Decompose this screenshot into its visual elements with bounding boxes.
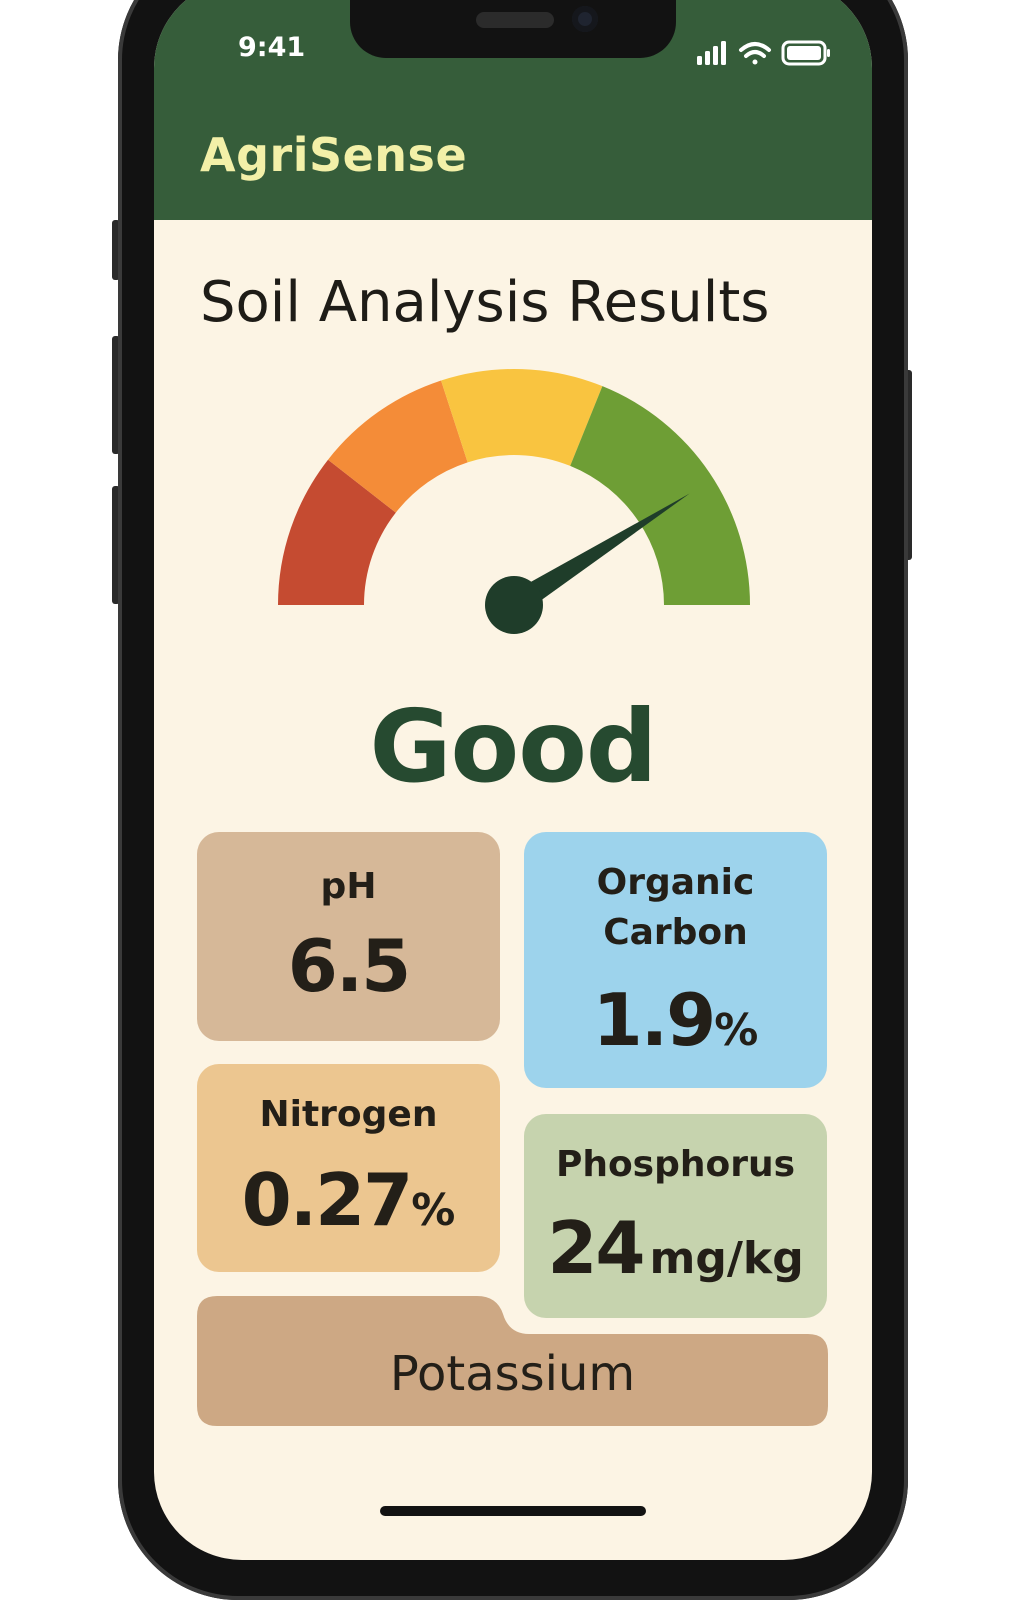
soil-quality-gauge <box>278 369 750 634</box>
phosphorus-unit: mg/kg <box>649 1233 804 1284</box>
status-time: 9:41 <box>238 32 306 63</box>
organic-carbon-label-line1: Organic <box>596 862 755 903</box>
camera-notch <box>350 0 676 58</box>
nitrogen-value: 0.27 <box>241 1158 414 1242</box>
nitrogen-label: Nitrogen <box>259 1094 438 1135</box>
ph-label: pH <box>320 866 377 907</box>
soil-rating: Good <box>369 688 657 805</box>
phosphorus-value-row: 24 mg/kg <box>524 1206 827 1290</box>
volume-down-button[interactable] <box>112 486 120 604</box>
gauge-needle-hub <box>485 576 543 634</box>
organic-carbon-card[interactable]: Organic Carbon 1.9% <box>524 832 827 1088</box>
section-title: Soil Analysis Results <box>200 270 770 335</box>
home-indicator[interactable] <box>380 1506 646 1516</box>
app-title: AgriSense <box>200 128 468 182</box>
nitrogen-value-row: 0.27% <box>197 1158 500 1242</box>
silent-switch[interactable] <box>112 220 120 280</box>
gauge-segment-good <box>570 386 750 605</box>
nitrogen-card[interactable]: Nitrogen 0.27% <box>197 1064 500 1272</box>
gauge-needle <box>507 493 690 616</box>
phosphorus-label: Phosphorus <box>555 1144 796 1185</box>
organic-carbon-value-row: 1.9% <box>524 978 827 1062</box>
status-icons <box>697 40 830 66</box>
phosphorus-value: 24 <box>547 1206 645 1290</box>
signal-bars-icon <box>697 41 726 65</box>
organic-carbon-label-line2: Carbon <box>603 912 748 953</box>
potassium-card[interactable] <box>197 1296 828 1426</box>
ph-value: 6.5 <box>287 924 412 1008</box>
app-screen: 9:41 AgriSense Soil Analysis Re <box>154 0 872 1560</box>
battery-icon <box>781 40 830 66</box>
gauge-segment-low <box>328 380 468 513</box>
volume-up-button[interactable] <box>112 336 120 454</box>
gauge-segment-fair <box>441 369 603 466</box>
front-camera <box>572 6 598 32</box>
organic-carbon-unit: % <box>714 1005 759 1056</box>
potassium-card-shape <box>197 1296 828 1426</box>
phosphorus-card[interactable]: Phosphorus 24 mg/kg <box>524 1114 827 1318</box>
power-button[interactable] <box>904 370 912 560</box>
ph-card[interactable]: pH 6.5 <box>197 832 500 1041</box>
wifi-icon <box>739 42 771 65</box>
gauge-segment-poor <box>278 459 396 605</box>
nitrogen-unit: % <box>411 1185 456 1236</box>
organic-carbon-value: 1.9 <box>592 978 717 1062</box>
speaker-grille <box>476 12 554 28</box>
potassium-label: Potassium <box>389 1346 636 1402</box>
